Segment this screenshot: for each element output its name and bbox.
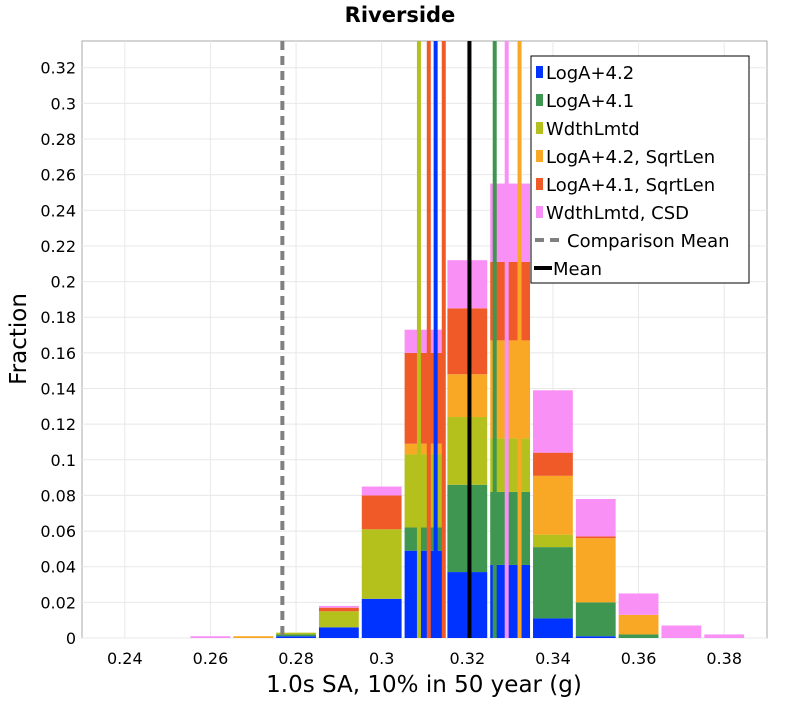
mean-lines	[280, 41, 522, 638]
y-tick-label: 0.2	[51, 273, 76, 292]
y-axis-ticks: 0 0.02 0.04 0.06 0.08 0.1 0.12 0.14 0.16 0.18 0.2 0…	[40, 59, 76, 648]
bar-segment	[490, 564, 531, 638]
x-axis-ticks: 0.24 0.26 0.28 0.3 0.32 0.34 0.36 0.38	[107, 649, 742, 668]
y-tick-label: 0.14	[40, 380, 76, 399]
y-tick-label: 0.18	[40, 308, 76, 327]
y-tick-label: 0.24	[40, 201, 76, 220]
x-tick-label: 0.28	[278, 649, 314, 668]
bar-segment	[575, 498, 616, 537]
y-tick-label: 0.04	[40, 558, 76, 577]
y-tick-label: 0.3	[51, 94, 76, 113]
bar-segment	[447, 260, 488, 309]
bar-segment	[404, 527, 445, 551]
chart-title: Riverside	[345, 3, 456, 27]
legend-box	[530, 55, 750, 284]
bar-segment	[233, 636, 274, 638]
bar-segment	[318, 607, 359, 612]
legend-label: LogA+4.2	[546, 63, 634, 84]
y-tick-label: 0.28	[40, 130, 76, 149]
bar-segment	[447, 417, 488, 485]
bar-segment	[533, 452, 573, 476]
legend-label: LogA+4.2, SqrtLen	[546, 147, 715, 168]
bar-segment	[447, 572, 488, 638]
bar-segment	[618, 593, 659, 615]
bars	[190, 183, 745, 638]
bar-segment	[404, 443, 445, 455]
bar-segment	[404, 352, 445, 444]
y-tick-label: 0.06	[40, 522, 76, 541]
legend-label: LogA+4.1	[546, 91, 634, 112]
bar-segment	[490, 340, 531, 439]
x-tick-label: 0.36	[621, 649, 657, 668]
bar-segment	[318, 605, 359, 608]
y-tick-label: 0.1	[51, 451, 76, 470]
y-axis-label: Fraction	[6, 293, 32, 385]
x-tick-label: 0.24	[107, 649, 143, 668]
y-tick-label: 0.22	[40, 237, 76, 256]
bar-segment	[361, 529, 402, 599]
bar-segment	[404, 329, 445, 353]
legend-label: WdthLmtd	[546, 119, 640, 140]
bar-segment	[447, 374, 488, 418]
bar-segment	[361, 486, 402, 496]
y-tick-label: 0.16	[40, 344, 76, 363]
bar-segment	[490, 183, 531, 262]
x-axis-label: 1.0s SA, 10% in 50 year (g)	[266, 672, 582, 698]
bar-segment	[490, 491, 531, 565]
bar-segment	[575, 536, 616, 539]
bar-segment	[533, 534, 573, 548]
bar-segment	[575, 538, 616, 603]
bar-segment	[318, 611, 359, 628]
bar-segment	[661, 625, 702, 638]
y-tick-label: 0.02	[40, 593, 76, 612]
x-tick-label: 0.32	[450, 649, 486, 668]
bar-segment	[490, 261, 531, 341]
x-tick-label: 0.34	[535, 649, 571, 668]
bar-segment	[404, 454, 445, 528]
y-tick-label: 0.08	[40, 486, 76, 505]
bar-segment	[533, 390, 573, 453]
bar-segment	[575, 602, 616, 637]
bar-segment	[404, 550, 445, 638]
bar-segment	[447, 484, 488, 573]
x-tick-label: 0.26	[193, 649, 229, 668]
bar-segment	[533, 618, 573, 638]
bar-segment	[276, 636, 316, 638]
bar-segment	[533, 547, 573, 619]
x-tick-label: 0.3	[369, 649, 394, 668]
legend-swatch	[536, 150, 543, 162]
bar-segment	[618, 614, 659, 635]
bar-segment	[575, 636, 616, 638]
legend-swatch	[536, 94, 543, 106]
legend-swatch	[536, 178, 543, 190]
bar-segment	[618, 634, 659, 638]
x-tick-label: 0.38	[706, 649, 742, 668]
bar-segment	[490, 438, 531, 492]
y-tick-label: 0.12	[40, 415, 76, 434]
legend-label: LogA+4.1, SqrtLen	[546, 175, 715, 196]
legend-swatch	[536, 122, 543, 134]
bar-segment	[533, 475, 573, 535]
bar-segment	[318, 627, 359, 638]
y-tick-label: 0.32	[40, 59, 76, 78]
bar-segment	[361, 495, 402, 530]
legend-swatch	[536, 66, 543, 78]
legend: LogA+4.2 LogA+4.1 WdthLmtd LogA+4.2, SqrtLe…	[530, 55, 750, 284]
bar-segment	[190, 636, 231, 638]
bar-segment	[447, 308, 488, 375]
bar-segment	[276, 634, 316, 637]
legend-label: Mean	[553, 259, 602, 280]
bar-segment	[361, 598, 402, 638]
legend-swatch	[536, 206, 543, 218]
legend-label: WdthLmtd, CSD	[546, 203, 689, 224]
legend-label: Comparison Mean	[567, 231, 730, 252]
y-tick-label: 0	[66, 629, 76, 648]
bar-segment	[704, 634, 745, 638]
y-tick-label: 0.26	[40, 166, 76, 185]
bar-segment	[276, 632, 316, 635]
